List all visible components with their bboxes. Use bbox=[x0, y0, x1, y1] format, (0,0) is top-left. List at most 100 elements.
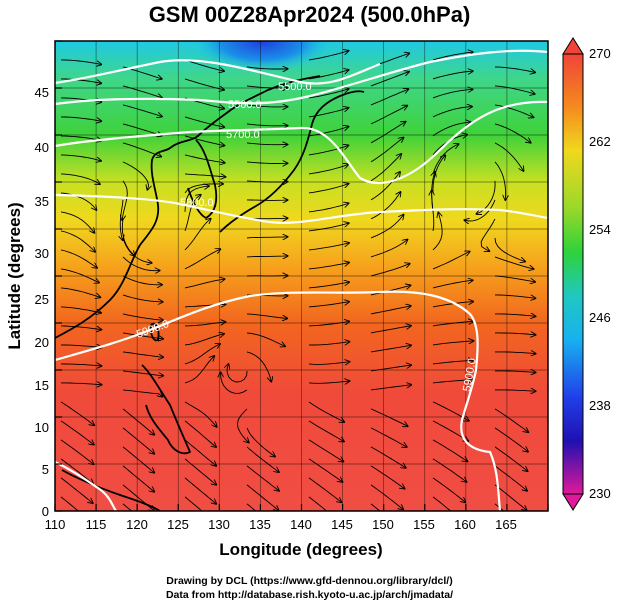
streamline bbox=[122, 313, 163, 320]
streamline bbox=[370, 484, 403, 510]
chart-title: GSM 00Z28Apr2024 (500.0hPa) bbox=[148, 2, 471, 27]
streamline bbox=[60, 154, 101, 161]
contour-5800 bbox=[55, 193, 548, 224]
streamline bbox=[60, 173, 100, 184]
streamline bbox=[432, 439, 467, 462]
x-tick-label: 160 bbox=[454, 517, 476, 532]
streamline bbox=[494, 123, 531, 143]
streamline bbox=[60, 364, 101, 366]
colorbar-bottom-arrow bbox=[562, 493, 584, 511]
streamline bbox=[370, 408, 408, 426]
streamline bbox=[61, 383, 102, 385]
streamline bbox=[308, 51, 348, 61]
coast-borneo bbox=[61, 469, 161, 511]
coast-taiwan bbox=[149, 322, 160, 342]
plot-area: 5500.0 5500.0 5700.0 5800.0 5900.0 5900.… bbox=[55, 41, 548, 511]
streamline bbox=[432, 477, 465, 502]
streamline bbox=[184, 184, 223, 194]
streamline bbox=[184, 279, 225, 289]
streamline bbox=[308, 302, 349, 308]
y-tick-label: 45 bbox=[35, 85, 49, 100]
streamline bbox=[246, 67, 287, 69]
streamline bbox=[246, 313, 287, 319]
coast-asia bbox=[55, 75, 321, 339]
streamline bbox=[432, 458, 466, 482]
streamline bbox=[184, 334, 224, 346]
streamline bbox=[308, 362, 349, 365]
streamline bbox=[308, 477, 341, 502]
streamline bbox=[122, 161, 149, 190]
streamline bbox=[370, 427, 407, 447]
streamline bbox=[184, 322, 225, 327]
y-axis-label: Latitude (degrees) bbox=[5, 202, 24, 349]
streamline bbox=[432, 496, 452, 511]
streamline bbox=[432, 341, 473, 346]
streamline bbox=[308, 401, 344, 422]
streamline bbox=[308, 282, 349, 289]
streamline bbox=[184, 439, 216, 466]
streamline bbox=[184, 154, 225, 163]
streamline bbox=[122, 180, 128, 220]
streamline bbox=[246, 181, 288, 182]
streamline bbox=[122, 503, 133, 511]
streamline bbox=[370, 385, 411, 391]
credit-drawing: Drawing by DCL (https://www.gfd-dennou.o… bbox=[166, 575, 453, 587]
streamline bbox=[495, 371, 536, 373]
streamline bbox=[246, 162, 287, 164]
streamline bbox=[308, 223, 349, 232]
coast-japan bbox=[219, 90, 365, 233]
streamline bbox=[494, 446, 528, 471]
colorbar: 270 262 254 246 238 230 bbox=[562, 37, 611, 511]
streamline bbox=[308, 89, 349, 99]
contour-5700 bbox=[55, 100, 548, 185]
streamline bbox=[370, 122, 406, 144]
x-tick-label: 145 bbox=[331, 517, 353, 532]
streamline bbox=[370, 264, 410, 277]
streamline bbox=[60, 420, 94, 445]
streamline bbox=[370, 306, 411, 315]
lat-lon-grid bbox=[55, 41, 548, 511]
streamline bbox=[370, 285, 410, 296]
streamline bbox=[308, 70, 349, 80]
streamline bbox=[432, 71, 473, 80]
streamline bbox=[432, 89, 473, 99]
y-tick-label: 30 bbox=[35, 246, 49, 261]
streamline bbox=[122, 85, 162, 98]
streamline bbox=[495, 333, 535, 335]
streamline bbox=[122, 275, 162, 285]
streamline bbox=[432, 252, 470, 270]
streamline bbox=[246, 351, 271, 382]
streamline bbox=[184, 249, 220, 270]
credit-data: Data from http://database.rish.kyoto-u.a… bbox=[165, 589, 454, 601]
streamline bbox=[370, 154, 401, 182]
streamline bbox=[370, 345, 411, 353]
contour-label: 5500.0 bbox=[278, 81, 312, 93]
streamline bbox=[370, 192, 401, 220]
streamline bbox=[246, 124, 287, 126]
x-tick-label: 155 bbox=[413, 517, 435, 532]
streamline bbox=[60, 211, 94, 233]
streamline bbox=[60, 78, 101, 83]
streamline bbox=[477, 180, 496, 214]
streamline bbox=[246, 503, 257, 511]
streamline bbox=[308, 243, 349, 251]
streamline bbox=[370, 89, 408, 106]
y-tick-label: 15 bbox=[35, 378, 49, 393]
streamline bbox=[308, 203, 349, 213]
colorbar-top-arrow bbox=[562, 37, 584, 55]
streamline bbox=[120, 199, 123, 240]
x-tick-label: 150 bbox=[372, 517, 394, 532]
streamline bbox=[308, 439, 343, 462]
streamline bbox=[184, 420, 216, 447]
streamline bbox=[60, 230, 95, 252]
contour-label: 5500.0 bbox=[228, 99, 262, 111]
streamline bbox=[495, 352, 536, 354]
streamline bbox=[184, 78, 224, 90]
coastlines bbox=[55, 75, 365, 511]
y-tick-label: 25 bbox=[35, 292, 49, 307]
streamline bbox=[464, 199, 496, 221]
streamline bbox=[494, 484, 527, 510]
colorbar-fill bbox=[562, 53, 584, 495]
streamline bbox=[184, 116, 224, 127]
